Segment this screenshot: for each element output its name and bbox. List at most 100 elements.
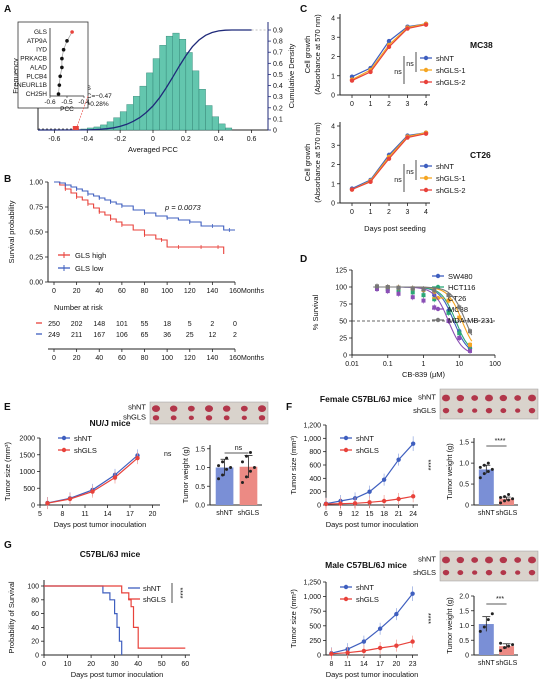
inset-gene-label: NEURL1B xyxy=(17,82,47,89)
data-point xyxy=(396,291,401,296)
data-point xyxy=(368,69,373,75)
risk-x-tick-label: 160 xyxy=(229,355,241,362)
data-point xyxy=(396,496,401,502)
tumor-specimen xyxy=(205,415,213,421)
panel-f2-bar-y-tick-label: 1.0 xyxy=(459,623,469,630)
risk-table-title: Number at risk xyxy=(54,303,103,312)
tumor-specimen xyxy=(528,407,536,414)
legend-marker xyxy=(61,447,67,453)
a-x-tick-label: 0 xyxy=(151,136,155,143)
panel-e-y-tick-label: 500 xyxy=(23,486,35,493)
data-point xyxy=(421,293,426,298)
b-x-tick-label: 100 xyxy=(161,288,173,295)
d-x-tick-label: 0.01 xyxy=(345,361,359,368)
weight-category-label: shGLS xyxy=(496,510,518,517)
data-point xyxy=(468,342,473,347)
g-y-tick-label: 0 xyxy=(35,653,39,660)
a-x-tick-label: 0.2 xyxy=(181,136,191,143)
panel-f2-y-tick-label: 1,000 xyxy=(303,594,321,601)
panel-f1-xlabel: Days post tumor inoculation xyxy=(326,520,419,529)
risk-value: 36 xyxy=(163,332,171,339)
tumor-specimen xyxy=(515,570,521,575)
risk-value: 106 xyxy=(116,332,128,339)
weight-dot xyxy=(507,493,511,497)
weight-dot xyxy=(490,467,494,471)
legend-label: shNT xyxy=(356,583,374,592)
data-point xyxy=(329,651,334,657)
a-y2-tick-label: 0.6 xyxy=(273,61,283,68)
tumor-specimen xyxy=(240,405,248,412)
tumor-specimen xyxy=(442,569,450,576)
a-x-tick-label: 0.4 xyxy=(214,136,224,143)
data-point xyxy=(112,475,118,480)
panel-e-y-tick-label: 1500 xyxy=(19,452,35,459)
data-point xyxy=(385,285,390,289)
tumor-photo xyxy=(439,388,539,420)
data-point xyxy=(386,156,392,161)
panel-f1-ylabel: Tumor size (mm³) xyxy=(289,435,298,494)
c-y-tick-label: 4 xyxy=(331,124,335,131)
data-point xyxy=(394,611,399,617)
legend-label: SW480 xyxy=(448,272,473,281)
data-point xyxy=(432,288,437,293)
inset-x-tick-label: -0.6 xyxy=(44,99,56,106)
c-xlabel: Days post seeding xyxy=(364,224,426,233)
data-point xyxy=(394,643,399,648)
inset-point xyxy=(57,83,62,87)
weight-dot xyxy=(252,466,256,469)
risk-value: 25 xyxy=(186,332,194,339)
panel-f2: 8 11 14 17 20 23 0 250 500 750 1,000 1,250 Male C57B… xyxy=(289,550,539,679)
panel-f1-x-tick-label: 12 xyxy=(351,511,359,518)
weight-dot xyxy=(499,649,503,653)
histogram-bar xyxy=(225,127,233,131)
tumor-specimen xyxy=(515,408,521,413)
legend-label: shGLS xyxy=(74,446,97,455)
tumor-specimen xyxy=(241,415,247,421)
tumor-specimen xyxy=(500,408,507,414)
c-x-tick-label: 1 xyxy=(369,209,373,216)
data-point xyxy=(457,315,462,320)
panel-f1: 6 9 12 15 18 21 24 0 200 400 600 800 1,000 1,200 Femal… xyxy=(289,388,539,529)
weight-dot xyxy=(225,456,229,460)
gls-marker xyxy=(72,126,79,130)
data-point xyxy=(432,305,437,310)
c-panel-title: MC38 xyxy=(470,40,493,50)
c-ylabel: (Absorbance at 570 nm) xyxy=(313,122,322,203)
panel-letter: B xyxy=(4,174,11,185)
weight-bar xyxy=(499,646,515,655)
g-stars: **** xyxy=(176,588,183,599)
risk-x-tick-label: 80 xyxy=(141,355,149,362)
b-x-tick-label: 160 xyxy=(229,288,241,295)
g-y-tick-label: 60 xyxy=(31,611,39,618)
data-point xyxy=(432,297,437,302)
legend-label: MC38 xyxy=(448,305,468,314)
legend-label: MDA-MB-231 xyxy=(448,316,493,325)
weight-dot xyxy=(503,499,507,503)
weight-dot xyxy=(486,618,490,622)
c-ns: ns xyxy=(394,177,402,184)
legend-label: shGLS-2 xyxy=(436,186,466,195)
panel-f1-bar-y-tick-label: 1.5 xyxy=(459,440,469,447)
panel-g-survival: 0 10 20 30 40 50 60 0 20 40 60 80 100 C57BL/6J mice Da… xyxy=(7,549,190,679)
risk-value: 250 xyxy=(48,321,60,328)
tumor-specimen xyxy=(471,557,479,563)
tumor-specimen xyxy=(152,405,160,412)
panel-f1-x-tick-label: 6 xyxy=(324,511,328,518)
b-x-tick-label: 120 xyxy=(184,288,196,295)
a-y2-tick-label: 0.5 xyxy=(273,72,283,79)
panel-a-histogram: -0.6 -0.4 -0.2 0 0.2 0.4 0.6 0 0.1 0.2 0.3 0.4 0.5 0.… xyxy=(11,21,296,154)
panel-f1-y-tick-label: 200 xyxy=(309,489,321,496)
c-x-tick-label: 0 xyxy=(350,101,354,108)
tumor-specimen xyxy=(169,405,178,412)
tumor-specimen xyxy=(188,415,194,421)
legend-label: shGLS xyxy=(356,446,379,455)
a-y2-tick-label: 0 xyxy=(273,128,277,135)
tumor-specimen xyxy=(485,407,493,414)
inset-gene-label: PRKACB xyxy=(20,56,47,63)
weight-ylabel: Tumor weight (g) xyxy=(445,443,454,500)
data-point xyxy=(410,290,415,295)
data-point xyxy=(468,329,473,334)
panel-e-x-tick-label: 11 xyxy=(81,511,88,518)
data-point xyxy=(385,289,390,294)
data-point xyxy=(423,131,429,136)
